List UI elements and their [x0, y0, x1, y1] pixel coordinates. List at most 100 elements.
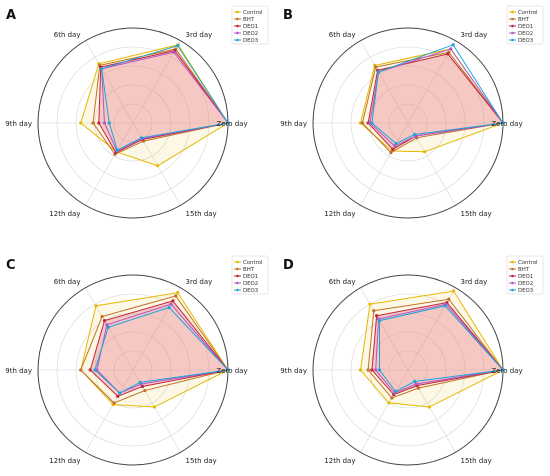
legend-marker — [511, 281, 514, 285]
data-point-control — [452, 289, 456, 293]
data-point-deo3 — [118, 391, 122, 395]
legend-entry: BHT — [518, 17, 530, 23]
data-point-control — [358, 368, 363, 372]
data-point-deo2 — [393, 144, 397, 148]
legend-box — [506, 255, 544, 295]
legend-marker — [236, 281, 239, 285]
data-point-control — [423, 150, 427, 154]
axis-label: 9th day — [5, 120, 32, 128]
legend-box — [231, 255, 269, 295]
axis-label: 9th day — [280, 120, 307, 128]
data-point-deo3 — [377, 368, 382, 372]
data-point-deo3 — [176, 44, 180, 48]
radar-panel-a: A Zero day 3rd day 6th day 9th day 12th day 15… — [5, 5, 269, 219]
legend-entry: DEO1 — [243, 274, 258, 280]
data-point-deo1 — [116, 394, 120, 398]
data-point-bht — [174, 294, 178, 298]
axis-label: 12th day — [324, 210, 355, 218]
data-point-deo1 — [171, 299, 175, 303]
axis-label: 3rd day — [461, 278, 488, 286]
legend-marker — [236, 10, 239, 14]
data-point-bht — [366, 368, 370, 372]
legend-entry: DEO2 — [518, 281, 533, 287]
grid-spoke — [360, 369, 409, 453]
data-point-deo3 — [376, 70, 381, 74]
legend-entry: DEO1 — [518, 24, 533, 30]
data-point-deo3 — [394, 141, 398, 146]
radar-panel-d: D Zero day 3rd day 6th day 9th day 12th day 15… — [280, 255, 544, 466]
axis-label: 3rd day — [186, 31, 213, 39]
data-point-control — [368, 302, 372, 306]
legend-entry: DEO3 — [518, 38, 533, 44]
axis-label: 9th day — [280, 367, 307, 375]
grid-spoke — [85, 122, 134, 206]
legend-entry: DEO1 — [518, 274, 533, 280]
data-point-bht — [372, 309, 376, 313]
data-point-deo2 — [105, 323, 109, 327]
legend-entry: DEO2 — [518, 31, 533, 37]
data-point-deo2 — [102, 121, 107, 125]
legend-entry: DEO3 — [243, 38, 258, 44]
data-point-deo3 — [167, 305, 171, 310]
data-point-bht — [447, 297, 451, 301]
legend-entry: BHT — [518, 267, 530, 273]
axis-label: 15th day — [186, 457, 217, 465]
data-point-deo3 — [413, 132, 417, 137]
legend-marker — [236, 288, 239, 292]
legend-box — [231, 5, 269, 45]
data-point-deo1 — [375, 314, 379, 318]
data-point-deo1 — [446, 52, 450, 56]
axis-label: 3rd day — [461, 31, 488, 39]
legend-marker — [236, 260, 239, 264]
axis-label: 6th day — [54, 31, 81, 39]
data-point-bht — [91, 121, 95, 125]
axis-label: 6th day — [329, 31, 356, 39]
data-point-bht — [112, 401, 116, 405]
legend-entry: DEO2 — [243, 31, 258, 37]
axis-label: 9th day — [5, 367, 32, 375]
grid-spoke — [132, 40, 181, 124]
legend-entry: BHT — [243, 267, 255, 273]
data-point-bht — [389, 151, 393, 155]
legend-entry: BHT — [243, 17, 255, 23]
legend-marker — [511, 274, 514, 278]
axis-label: 3rd day — [186, 278, 213, 286]
data-point-control — [176, 291, 180, 295]
legend-marker — [236, 267, 239, 271]
axis-label: Zero day — [491, 367, 522, 375]
grid-spoke — [85, 369, 134, 453]
data-point-deo1 — [391, 147, 395, 151]
data-point-deo3 — [106, 325, 110, 329]
data-point-deo1 — [97, 121, 101, 125]
axis-label: 15th day — [461, 210, 492, 218]
legend-marker — [236, 31, 239, 35]
data-point-deo3 — [443, 304, 447, 308]
data-point-deo1 — [370, 368, 374, 372]
legend-marker — [511, 288, 514, 292]
data-point-deo3 — [413, 379, 417, 384]
data-point-control — [387, 401, 391, 405]
panel-letter: D — [283, 258, 294, 273]
legend-marker — [236, 17, 239, 21]
axis-label: 12th day — [324, 457, 355, 465]
data-point-deo3 — [501, 121, 505, 125]
data-point-deo3 — [394, 389, 398, 393]
data-point-deo3 — [93, 368, 97, 372]
axis-label: Zero day — [216, 120, 247, 128]
data-point-deo3 — [138, 380, 142, 384]
axis-label: 12th day — [49, 210, 80, 218]
data-point-deo3 — [377, 319, 382, 323]
legend-entry: DEO2 — [243, 281, 258, 287]
data-point-deo3 — [115, 148, 119, 152]
data-point-deo3 — [451, 43, 455, 47]
legend-entry: DEO3 — [518, 288, 533, 294]
data-point-control — [94, 304, 98, 308]
panel-letter: B — [283, 8, 293, 23]
radar-panel-b: B Zero day 3rd day 6th day 9th day 12th day 15… — [280, 5, 544, 219]
axis-label: 15th day — [186, 210, 217, 218]
data-point-deo2 — [169, 302, 173, 306]
data-point-deo3 — [107, 121, 111, 125]
